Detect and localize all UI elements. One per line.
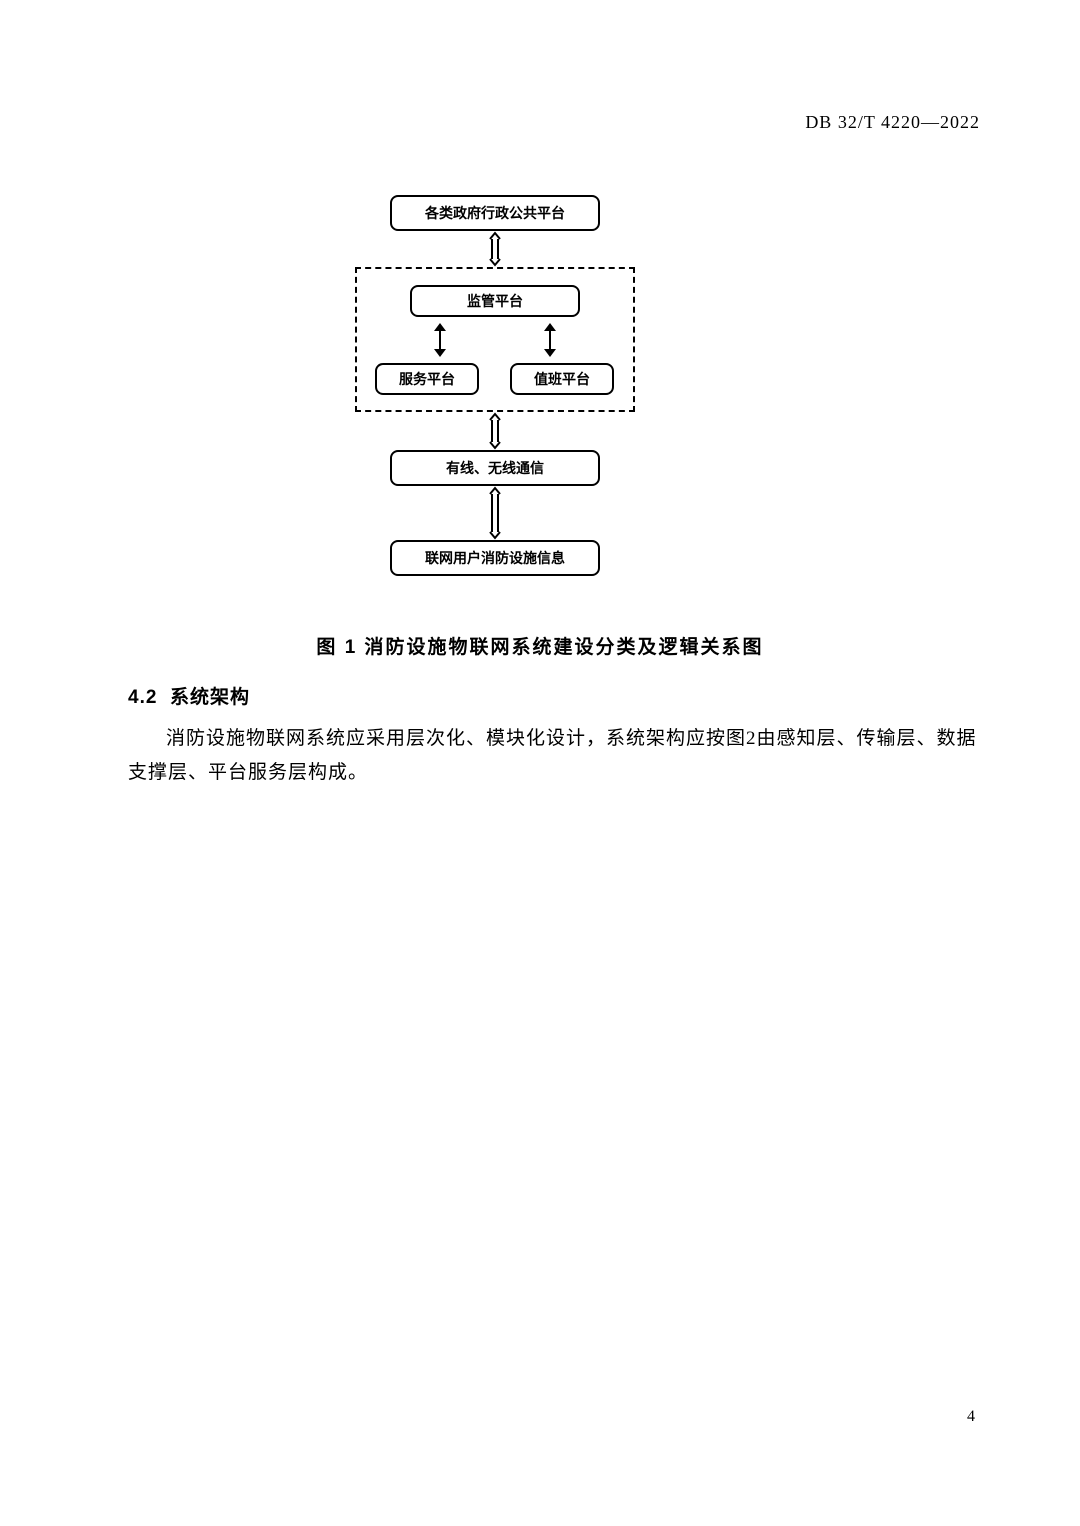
node-supervise-platform: 监管平台 <box>410 285 580 317</box>
node-gov-platform: 各类政府行政公共平台 <box>390 195 600 231</box>
document-header: DB 32/T 4220—2022 <box>805 112 980 133</box>
section-title: 系统架构 <box>170 687 250 708</box>
node-duty-platform: 值班平台 <box>510 363 614 395</box>
edge-box-to-comm <box>483 412 507 450</box>
section-number: 4.2 <box>128 687 157 708</box>
node-user-info: 联网用户消防设施信息 <box>390 540 600 576</box>
page-number: 4 <box>967 1408 975 1426</box>
edge-gov-to-box <box>483 231 507 267</box>
body-paragraph: 消防设施物联网系统应采用层次化、模块化设计，系统架构应按图2由感知层、传输层、数… <box>128 722 980 790</box>
edge-supervise-duty <box>540 317 560 363</box>
edge-comm-to-user <box>483 486 507 540</box>
section-heading: 4.2 系统架构 <box>128 682 250 709</box>
node-service-platform: 服务平台 <box>375 363 479 395</box>
edge-supervise-service <box>430 317 450 363</box>
figure-caption: 图 1 消防设施物联网系统建设分类及逻辑关系图 <box>0 632 1080 659</box>
node-communication: 有线、无线通信 <box>390 450 600 486</box>
figure-1-diagram: 各类政府行政公共平台 监管平台 服务平台 值班平台 有线、无线通信 <box>350 195 720 595</box>
doc-number: DB 32/T 4220—2022 <box>805 112 980 132</box>
